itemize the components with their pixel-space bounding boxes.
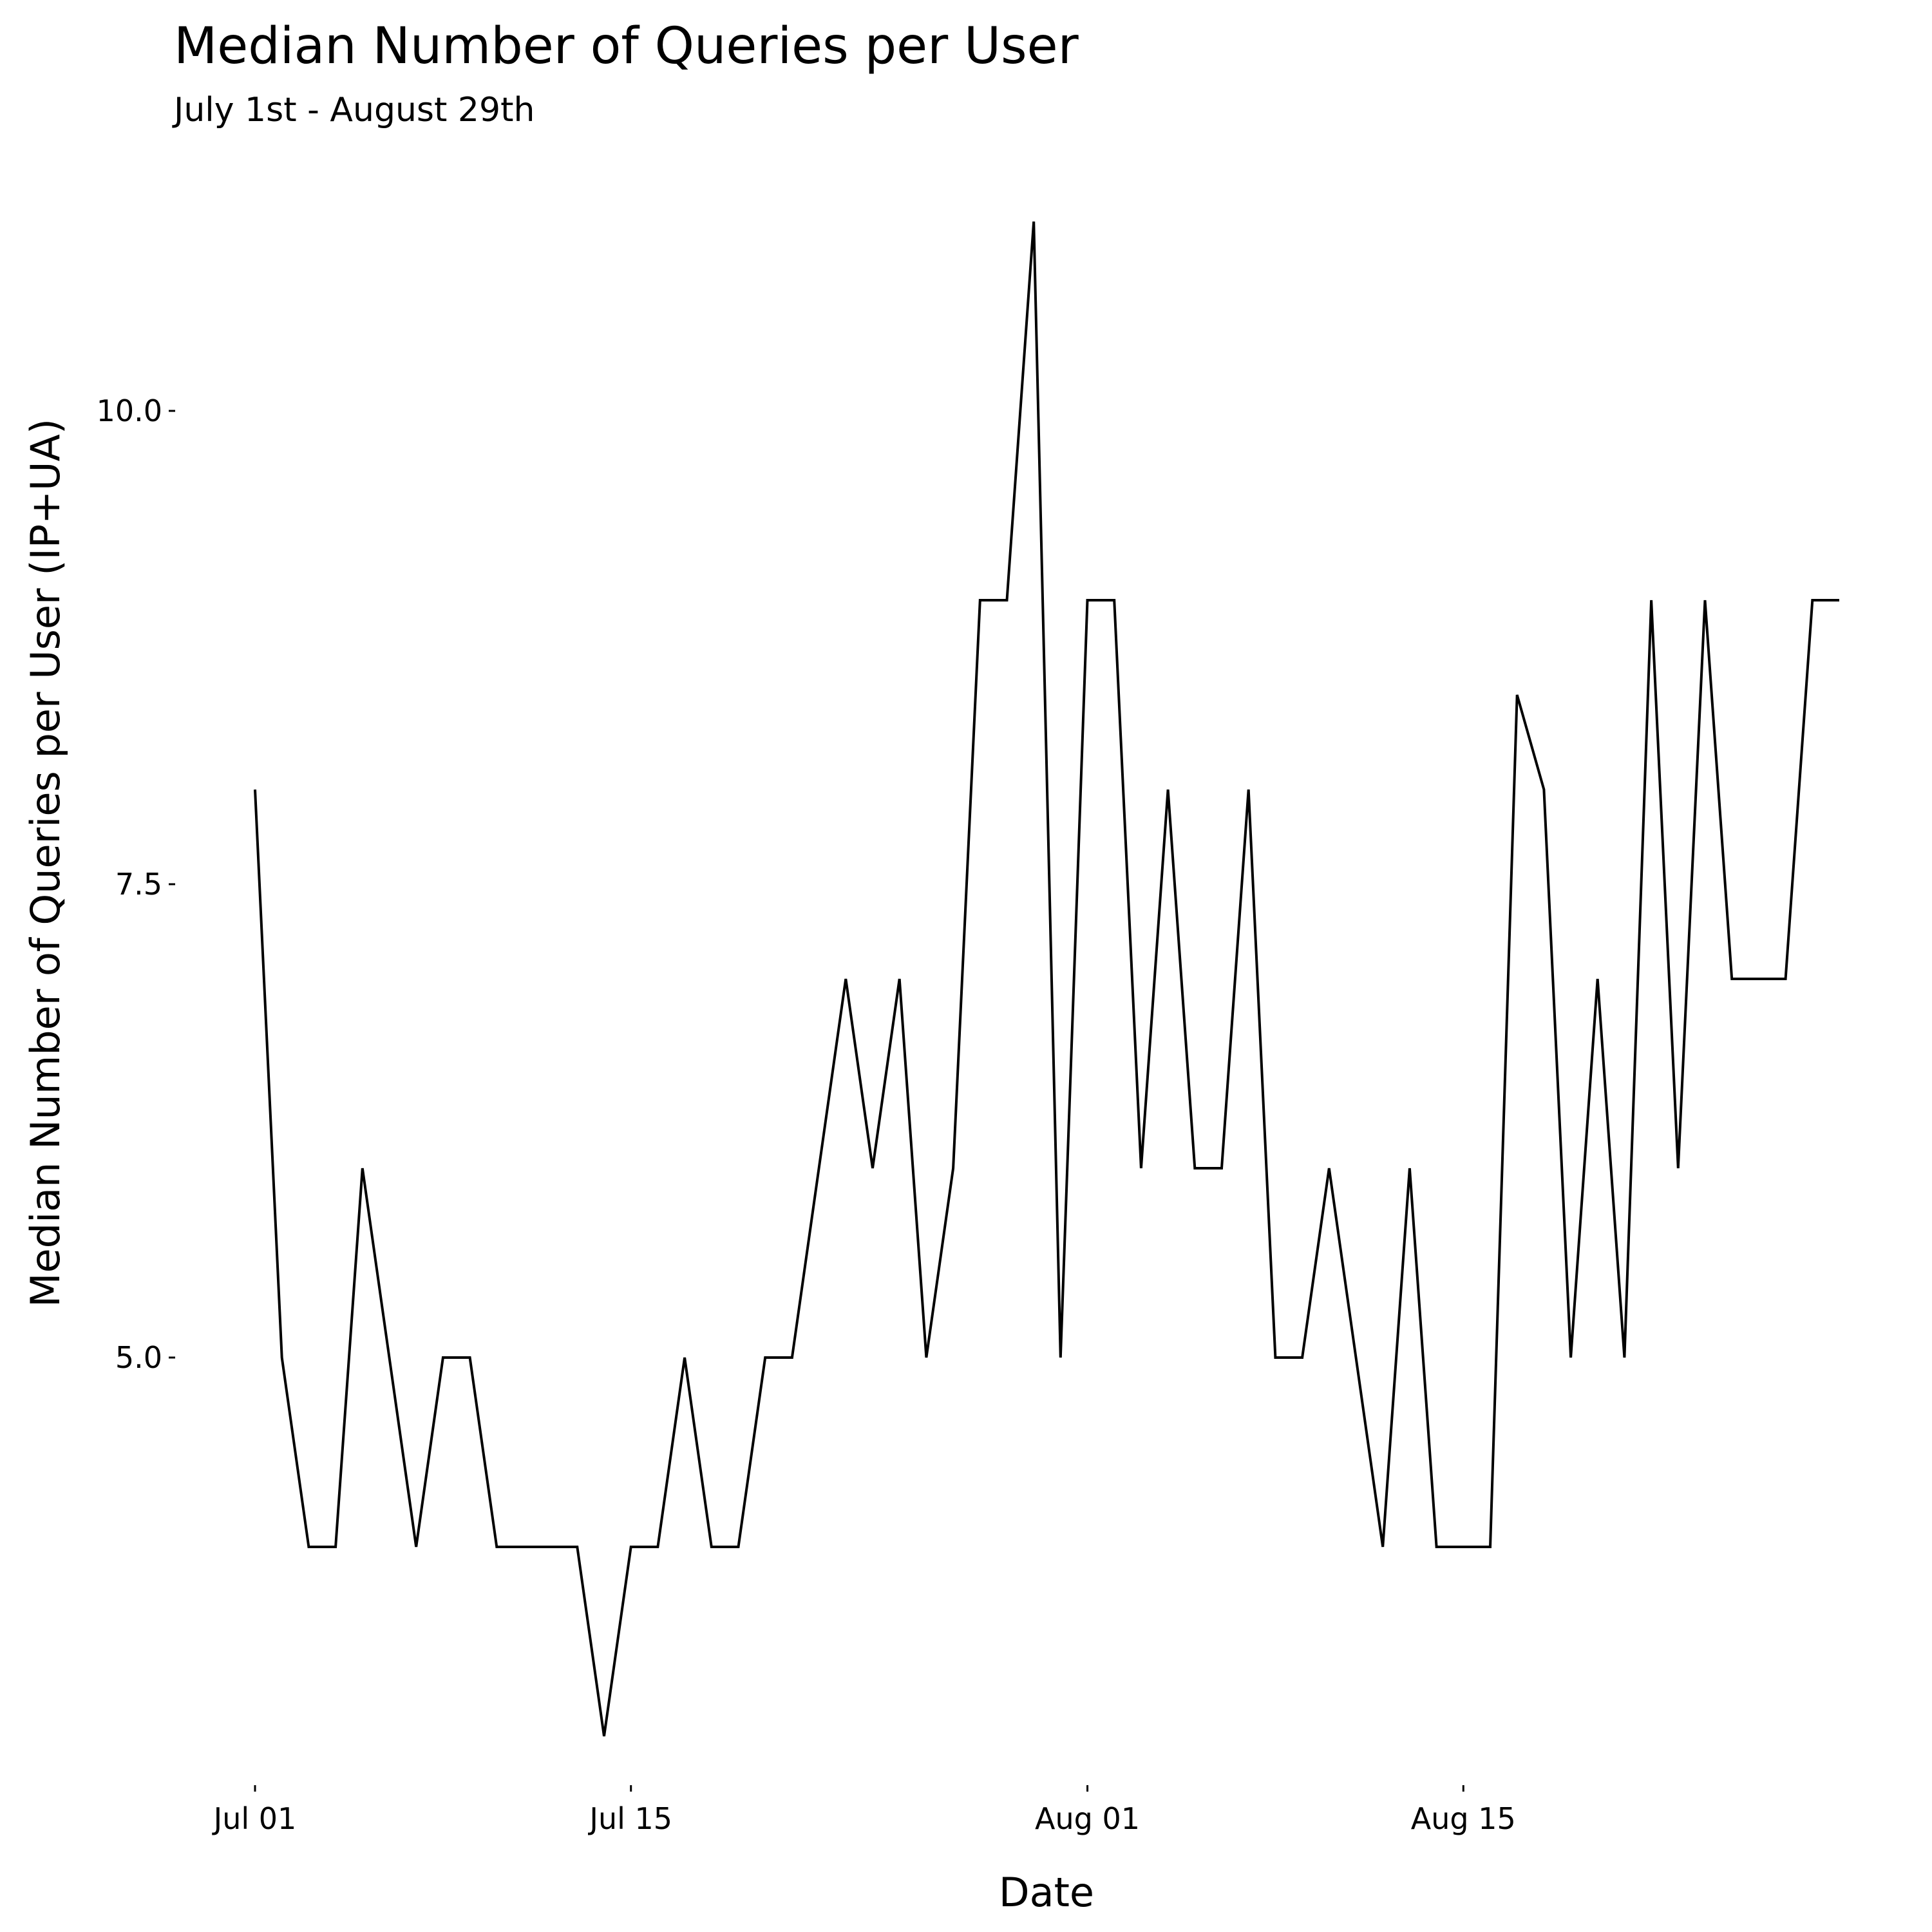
x-tick-label: Aug 01 (1035, 1801, 1140, 1836)
y-tick-label: 7.5 (115, 867, 162, 902)
x-tick-label: Jul 01 (212, 1801, 297, 1836)
x-tick-label: Aug 15 (1411, 1801, 1516, 1836)
chart-subtitle: July 1st - August 29th (172, 91, 535, 129)
series-line (255, 222, 1839, 1736)
x-axis-title: Date (999, 1869, 1094, 1916)
y-tick-label: 10.0 (97, 393, 162, 428)
y-tick-label: 5.0 (115, 1340, 162, 1375)
x-tick-label: Jul 15 (587, 1801, 672, 1836)
x-axis: Jul 01 Jul 15 Aug 01 Aug 15 (212, 1785, 1516, 1836)
chart-title: Median Number of Queries per User (174, 17, 1079, 75)
y-axis: 5.0 7.5 10.0 (97, 393, 175, 1375)
plot-area (255, 222, 1839, 1736)
y-axis-title: Median Number of Queries per User (IP+UA… (22, 419, 69, 1307)
